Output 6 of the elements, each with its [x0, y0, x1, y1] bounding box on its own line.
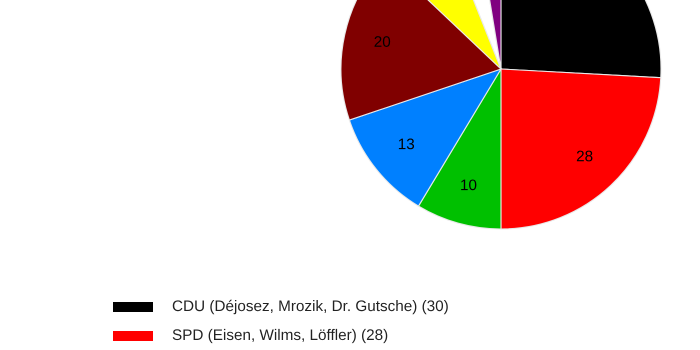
data-label: 13 — [398, 138, 414, 150]
legend-label: CDU (Déjosez, Mrozik, Dr. Gutsche) (30) — [172, 300, 448, 314]
data-label: 10 — [461, 179, 476, 190]
legend-label: SPD (Eisen, Wilms, Löffler) (28) — [172, 328, 388, 344]
data-label: 28 — [576, 150, 592, 162]
data-label: 20 — [374, 36, 390, 47]
